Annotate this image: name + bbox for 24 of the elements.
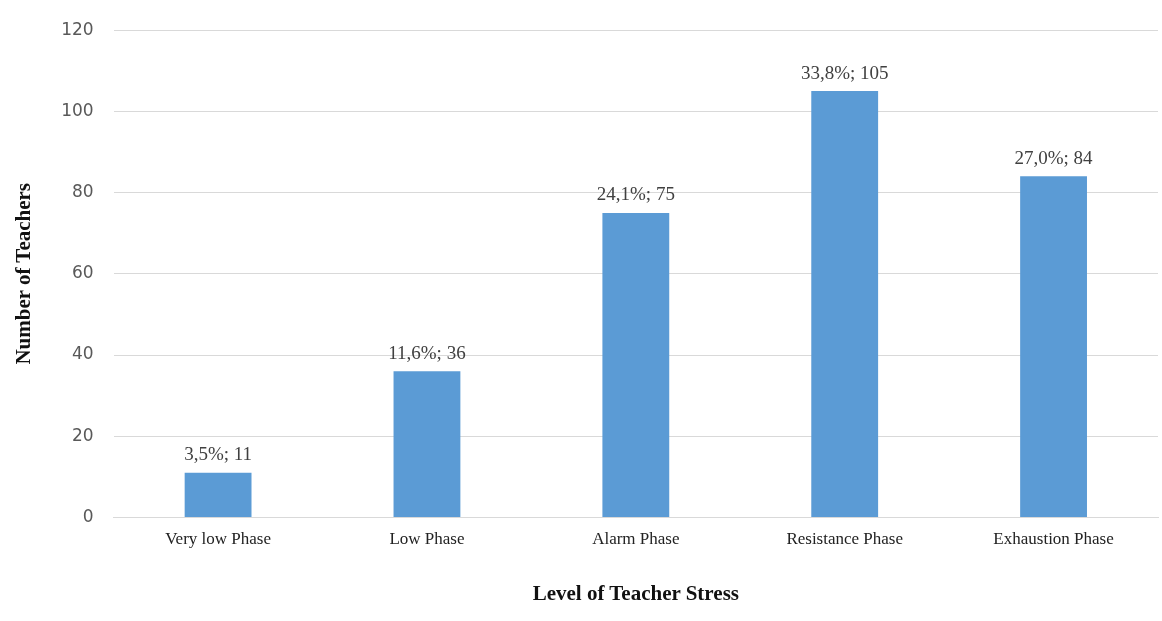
y-axis-title: Number of Teachers	[11, 183, 36, 365]
y-tick-label: 60	[72, 262, 94, 283]
x-tick-label: Alarm Phase	[592, 529, 680, 549]
y-tick-label: 20	[72, 424, 94, 445]
x-tick-label: Low Phase	[389, 529, 465, 549]
data-label: 24,1%; 75	[596, 183, 675, 205]
y-tick-label: 80	[72, 181, 94, 202]
bar	[1020, 176, 1087, 517]
data-label: 33,8%; 105	[800, 61, 889, 83]
bar	[184, 472, 252, 517]
data-label: 11,6%; 36	[388, 341, 466, 363]
x-tick-label: Very low Phase	[165, 529, 271, 549]
bar	[811, 91, 879, 517]
y-tick-label: 40	[72, 343, 94, 364]
y-tick-label: 0	[82, 505, 94, 526]
x-tick-label: Resistance Phase	[786, 529, 903, 549]
x-axis-title: Level of Teacher Stress	[532, 580, 739, 605]
bar	[393, 371, 461, 517]
data-label: 27,0%; 84	[1014, 146, 1094, 168]
bar	[602, 212, 670, 517]
x-tick-label: Exhaustion Phase	[993, 529, 1114, 549]
data-label: 3,5%; 11	[184, 443, 253, 465]
y-tick-label: 120	[61, 18, 94, 39]
y-tick-label: 100	[61, 99, 94, 120]
